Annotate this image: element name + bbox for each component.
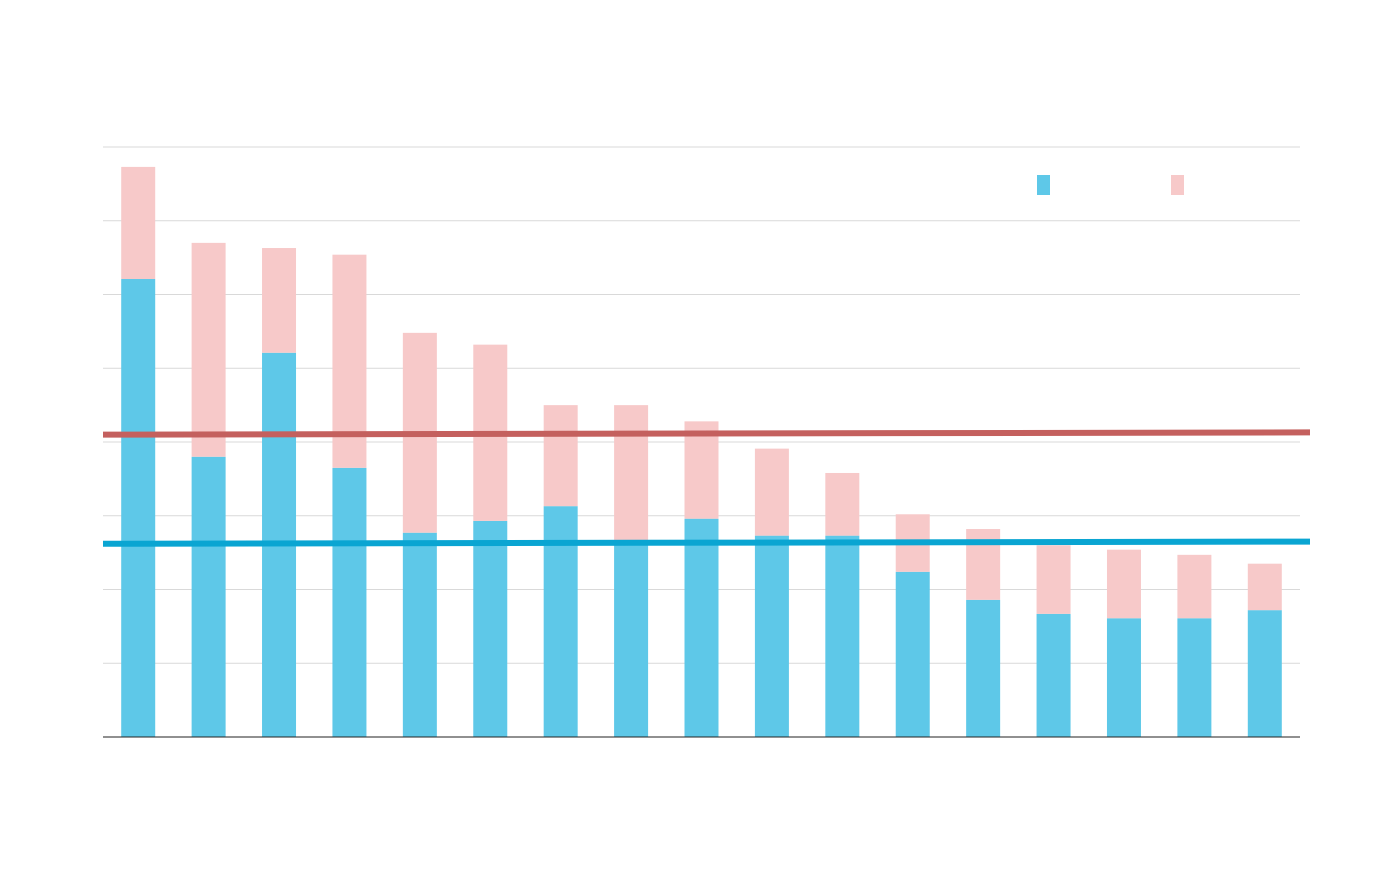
- bar-segment: [614, 540, 649, 737]
- bar-segment: [191, 242, 226, 457]
- bar-segment: [1177, 554, 1212, 619]
- bar-segment: [684, 518, 719, 737]
- bar-segment: [121, 166, 156, 280]
- bar-segment: [754, 535, 789, 737]
- bar-segment: [1247, 610, 1282, 737]
- bar-segment: [1247, 563, 1282, 611]
- legend-swatch: [1171, 175, 1184, 195]
- bar-segment: [1036, 545, 1071, 614]
- bar-segment: [895, 571, 930, 737]
- bar-segment: [966, 599, 1001, 737]
- bar-segment: [473, 520, 508, 737]
- bar-segment: [1177, 618, 1212, 737]
- bar-segment: [614, 405, 649, 541]
- bar-segment: [121, 279, 156, 737]
- bar-segment: [684, 421, 719, 519]
- bar-segment: [262, 248, 297, 353]
- bar-segment: [754, 448, 789, 536]
- bar-segment: [332, 467, 367, 737]
- legend-swatch: [1037, 175, 1050, 195]
- bar-segment: [191, 456, 226, 737]
- reference-line: [102, 538, 1311, 547]
- bar-segment: [825, 535, 860, 737]
- bar-segment: [1106, 549, 1141, 619]
- bar-segment: [402, 532, 437, 737]
- bar-segment: [1036, 613, 1071, 737]
- bar-segment: [1106, 618, 1141, 737]
- bar-segment: [543, 405, 578, 507]
- reference-line: [102, 429, 1311, 438]
- bar-segment: [825, 472, 860, 536]
